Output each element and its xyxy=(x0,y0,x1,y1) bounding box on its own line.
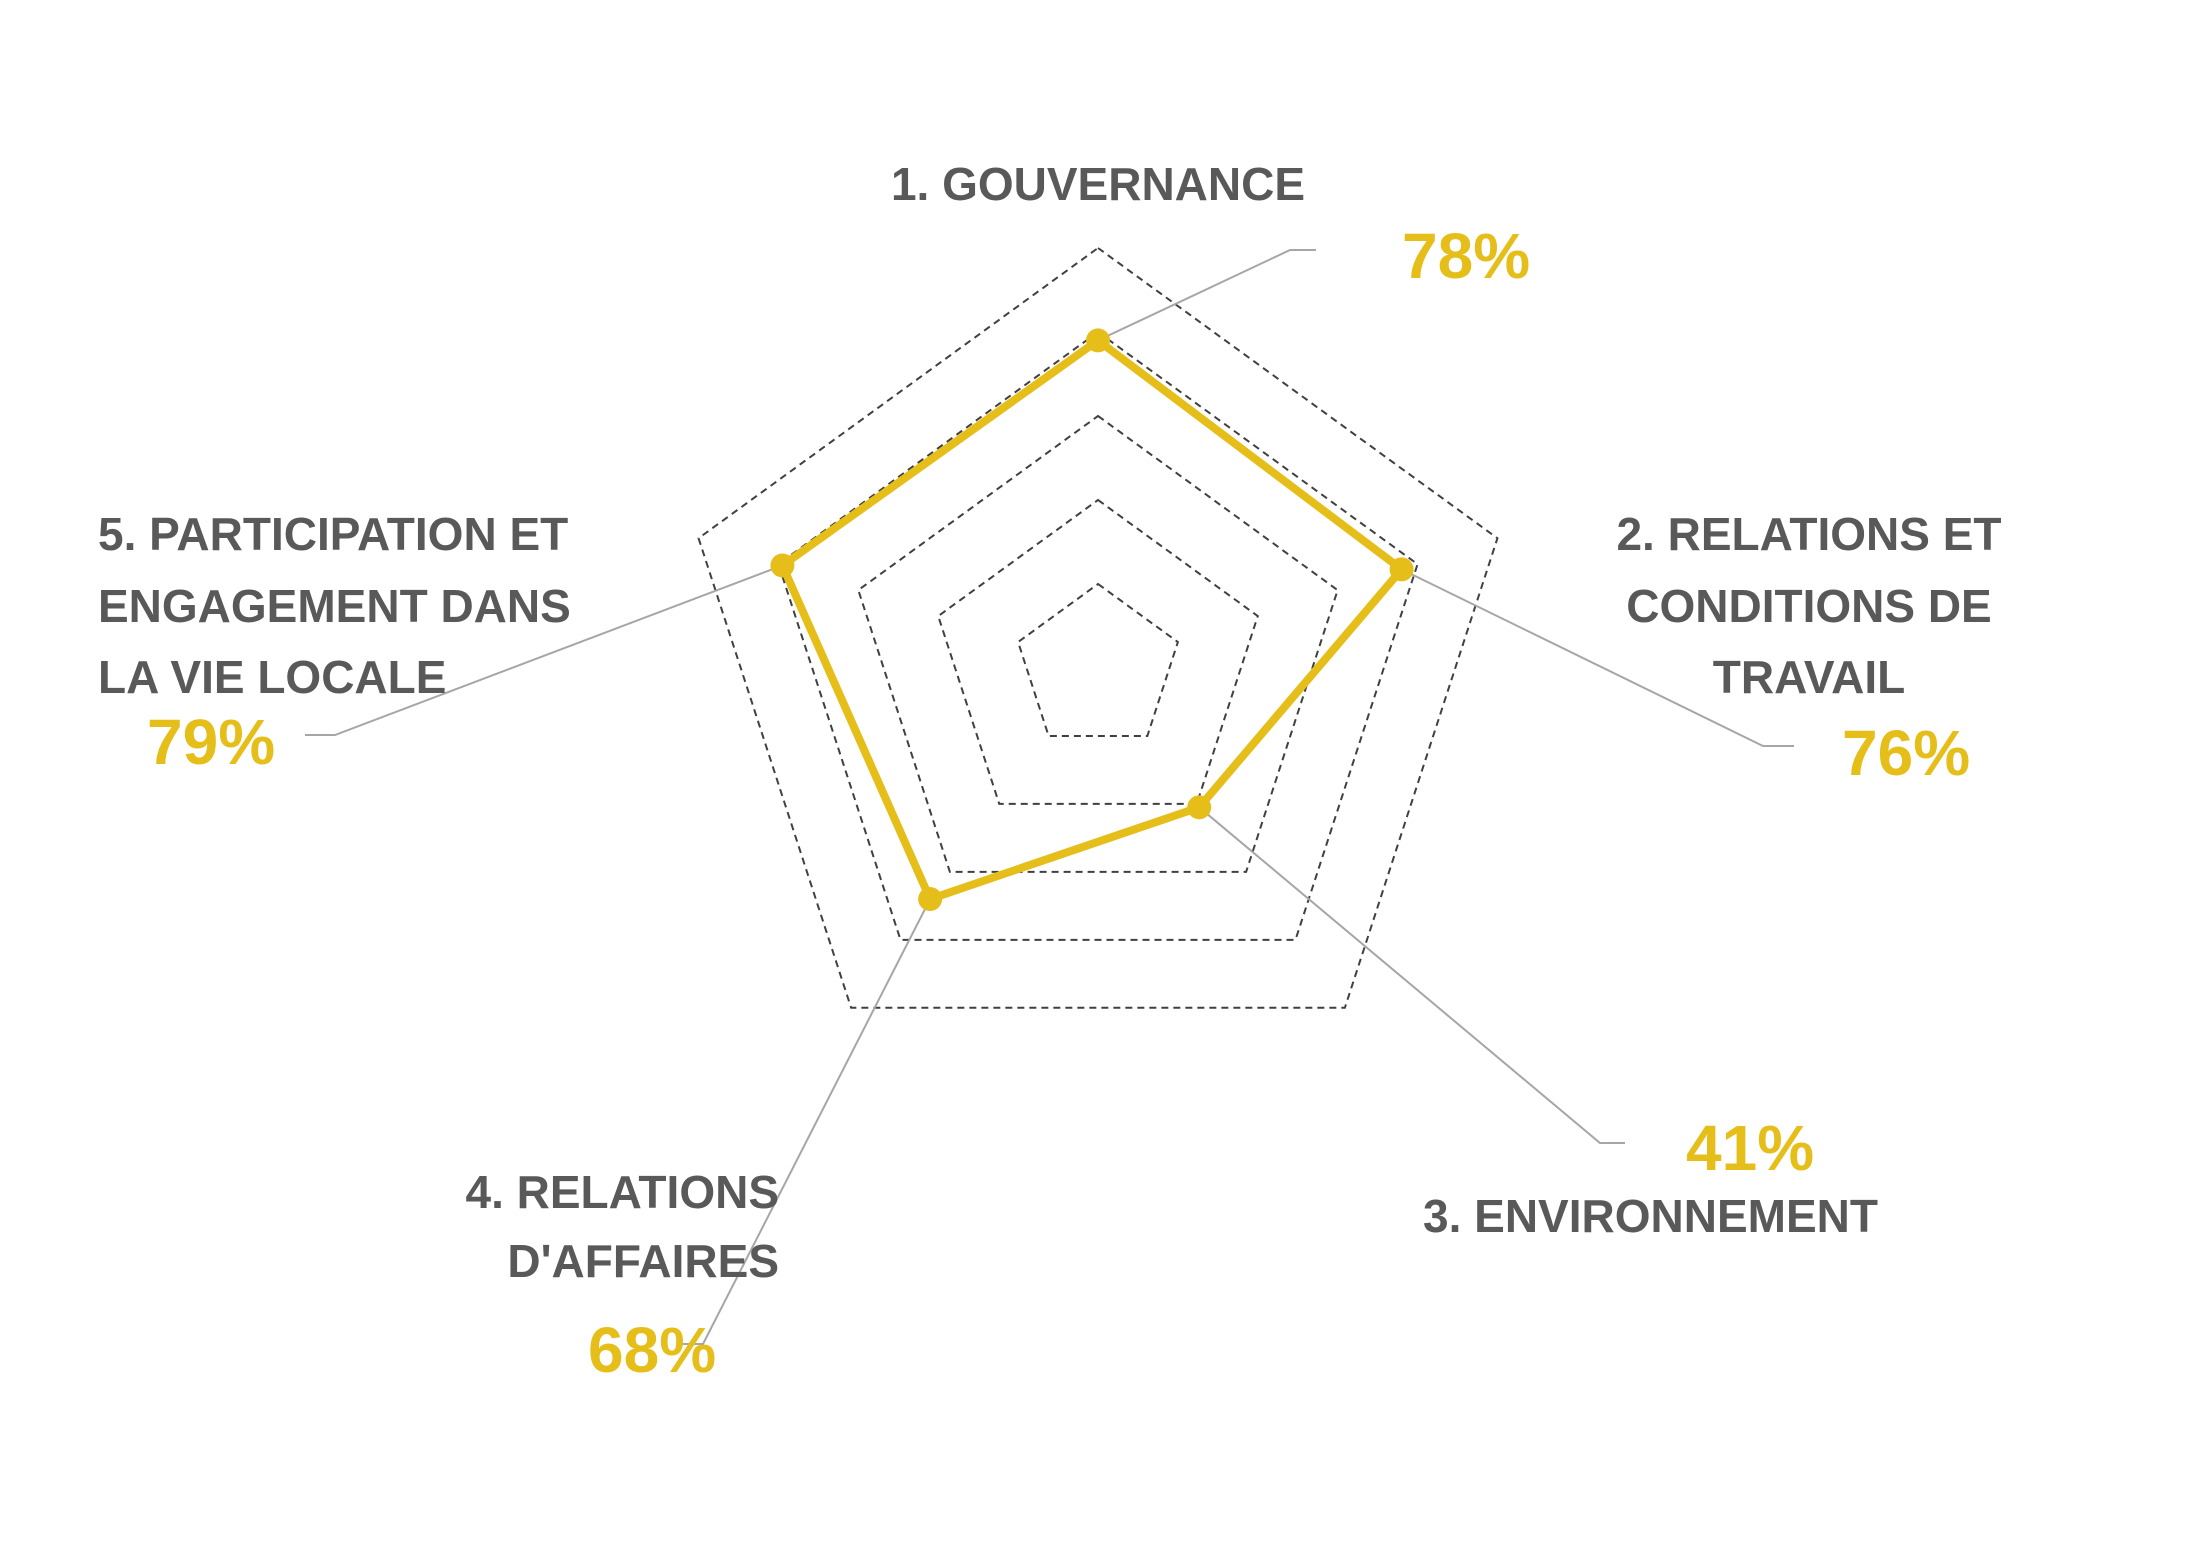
leader-line-5 xyxy=(305,564,783,736)
data-point-1 xyxy=(1086,328,1110,353)
leader-lines xyxy=(305,249,1794,1345)
axis-label-5: 5. PARTICIPATION ET ENGAGEMENT DANS LA VIE… xyxy=(98,508,571,703)
labels: 1. GOUVERNANCE 78% 2. RELATIONS ET CONDITIO… xyxy=(98,158,2002,1386)
axis-label-2: 2. RELATIONS ET CONDITIONS DE TRAVAIL xyxy=(1616,508,2001,703)
data-series xyxy=(770,328,1414,912)
data-point-2 xyxy=(1389,557,1414,582)
radar-grid xyxy=(697,246,1499,1009)
leader-line-2 xyxy=(1401,568,1794,747)
value-label-1: 78% xyxy=(1402,220,1530,292)
axis-label-5-line-1: 5. PARTICIPATION ET xyxy=(98,508,568,560)
axis-label-4-line-1: 4. RELATIONS xyxy=(465,1166,779,1218)
leader-line-1 xyxy=(1097,249,1316,342)
value-label-4: 68% xyxy=(588,1314,716,1386)
value-label-5: 79% xyxy=(147,706,275,778)
axis-label-1: 1. GOUVERNANCE xyxy=(891,158,1305,210)
axis-label-3-line-1: 3. ENVIRONNEMENT xyxy=(1423,1190,1878,1242)
axis-label-5-line-2: ENGAGEMENT DANS xyxy=(98,580,571,632)
axis-label-1-line-1: 1. GOUVERNANCE xyxy=(891,158,1305,210)
data-point-3 xyxy=(1187,795,1212,820)
grid-ring-2 xyxy=(937,498,1259,805)
data-point-4 xyxy=(918,887,943,912)
leader-line-4 xyxy=(676,898,932,1345)
axis-label-4: 4. RELATIONS D'AFFAIRES xyxy=(465,1166,779,1287)
axis-label-4-line-2: D'AFFAIRES xyxy=(507,1235,779,1287)
axis-label-3: 3. ENVIRONNEMENT xyxy=(1423,1190,1878,1242)
grid-ring-3 xyxy=(857,414,1339,873)
value-label-2: 76% xyxy=(1842,717,1970,789)
grid-ring-4 xyxy=(777,330,1419,941)
grid-ring-5 xyxy=(697,246,1499,1009)
axis-label-2-line-3: TRAVAIL xyxy=(1713,651,1906,703)
data-point-5 xyxy=(770,553,795,578)
axis-label-2-line-1: 2. RELATIONS ET xyxy=(1616,508,2001,560)
series-line xyxy=(778,336,1406,904)
axis-label-2-line-2: CONDITIONS DE xyxy=(1626,580,1991,632)
leader-line-3 xyxy=(1198,806,1625,1144)
grid-ring-1 xyxy=(1016,582,1180,737)
value-label-3: 41% xyxy=(1686,1112,1814,1184)
axis-label-5-line-3: LA VIE LOCALE xyxy=(98,651,446,703)
